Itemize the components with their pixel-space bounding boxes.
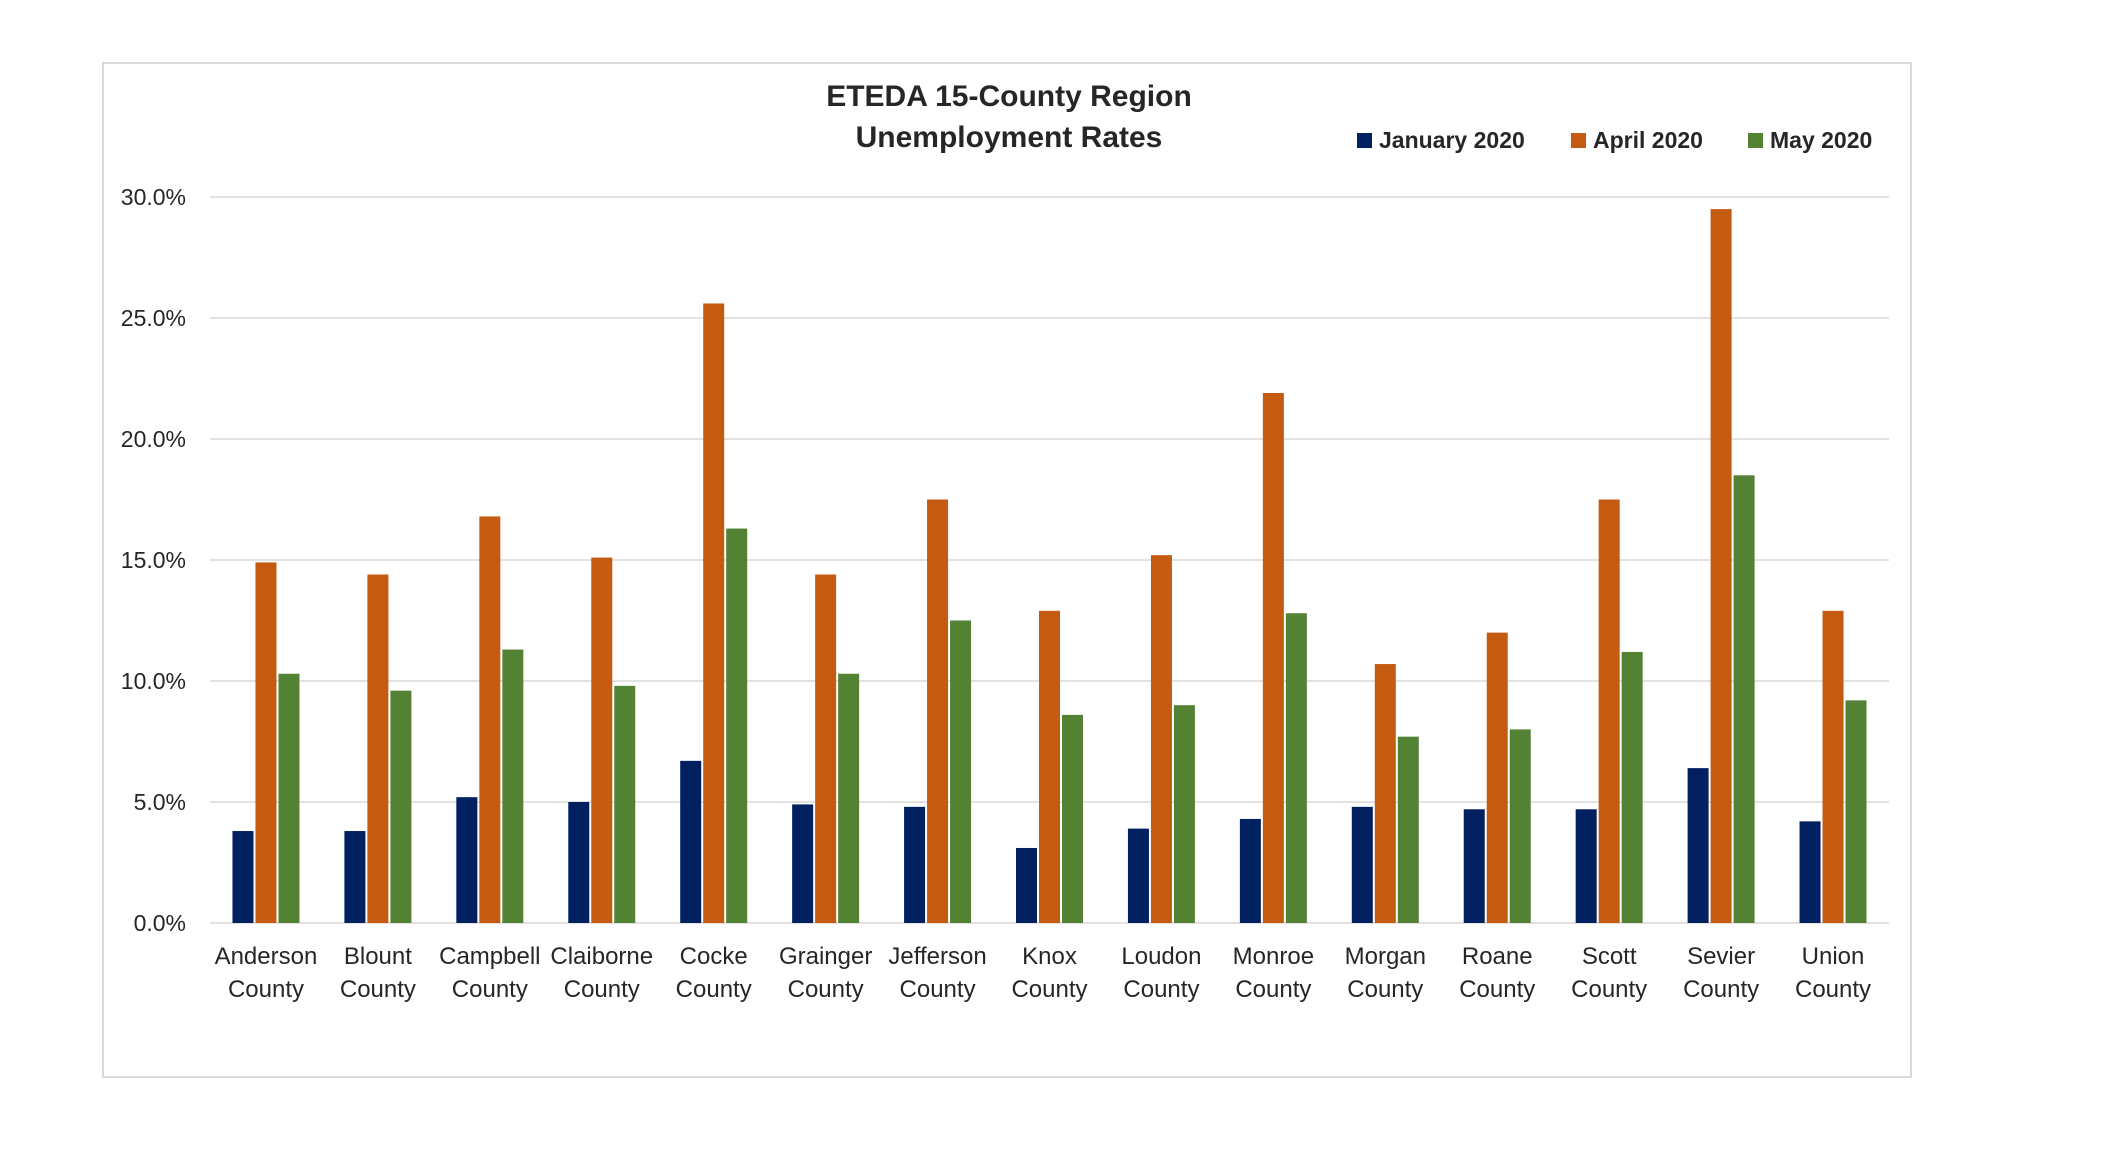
bar-series-3-cat-1 bbox=[278, 673, 300, 923]
category-label-9-line-1: Loudon bbox=[1121, 943, 1201, 970]
legend-swatch-3 bbox=[1748, 133, 1763, 148]
bar-series-1-cat-7 bbox=[904, 806, 926, 923]
category-label-11-line-2: County bbox=[1347, 976, 1423, 1003]
category-label-10-line-1: Monroe bbox=[1233, 943, 1314, 970]
bar-series-1-cat-3 bbox=[456, 797, 478, 923]
category-label-15-line-1: Union bbox=[1802, 943, 1865, 970]
bar-series-3-cat-10 bbox=[1285, 613, 1307, 923]
bars bbox=[232, 209, 1867, 924]
category-label-14-line-1: Sevier bbox=[1687, 943, 1755, 970]
chart-title-line-1: ETEDA 15-County Region bbox=[826, 80, 1192, 113]
legend-label-3: May 2020 bbox=[1770, 127, 1872, 153]
bar-series-2-cat-9 bbox=[1150, 555, 1172, 923]
category-label-1-line-2: County bbox=[228, 976, 304, 1003]
bar-series-1-cat-2 bbox=[344, 831, 366, 923]
x-axis-category-labels: Anderson County Blount County Campbell County… bbox=[215, 943, 1871, 1003]
bar-series-2-cat-7 bbox=[927, 499, 949, 923]
y-tick-label-3: 15.0% bbox=[121, 547, 186, 573]
bar-series-2-cat-1 bbox=[255, 562, 277, 923]
category-label-3-line-2: County bbox=[452, 976, 528, 1003]
y-tick-label-5: 25.0% bbox=[121, 305, 186, 331]
legend-label-2: April 2020 bbox=[1593, 127, 1703, 153]
category-label-12-line-2: County bbox=[1459, 976, 1535, 1003]
chart-title-line-2: Unemployment Rates bbox=[856, 121, 1163, 154]
bar-series-1-cat-15 bbox=[1799, 821, 1821, 923]
bar-series-3-cat-5 bbox=[726, 528, 748, 923]
category-label-12-line-1: Roane bbox=[1462, 943, 1533, 970]
category-label-6-line-1: Grainger bbox=[779, 943, 872, 970]
bar-series-1-cat-6 bbox=[792, 804, 814, 923]
y-tick-label-4: 20.0% bbox=[121, 426, 186, 452]
category-label-1-line-1: Anderson bbox=[215, 943, 318, 970]
bar-series-1-cat-1 bbox=[232, 831, 254, 923]
bar-series-1-cat-14 bbox=[1687, 768, 1709, 923]
legend-label-1: January 2020 bbox=[1379, 127, 1525, 153]
bar-series-2-cat-8 bbox=[1039, 610, 1060, 923]
bar-series-2-cat-14 bbox=[1710, 209, 1732, 924]
bar-series-1-cat-12 bbox=[1463, 809, 1485, 923]
bar-series-3-cat-4 bbox=[614, 685, 636, 923]
category-label-2-line-1: Blount bbox=[344, 943, 412, 970]
bar-series-1-cat-11 bbox=[1351, 806, 1373, 923]
bar-series-1-cat-9 bbox=[1127, 828, 1149, 923]
category-label-9-line-2: County bbox=[1123, 976, 1199, 1003]
category-label-5-line-2: County bbox=[676, 976, 752, 1003]
category-label-2-line-2: County bbox=[340, 976, 416, 1003]
y-tick-label-1: 5.0% bbox=[134, 789, 186, 815]
category-label-6-line-2: County bbox=[788, 976, 864, 1003]
category-label-14-line-2: County bbox=[1683, 976, 1759, 1003]
category-label-7-line-2: County bbox=[900, 976, 976, 1003]
bar-series-2-cat-12 bbox=[1486, 632, 1508, 923]
category-label-7-line-1: Jefferson bbox=[888, 943, 986, 970]
category-label-3-line-1: Campbell bbox=[439, 943, 540, 970]
bar-series-3-cat-7 bbox=[950, 620, 972, 923]
bar-series-2-cat-13 bbox=[1598, 499, 1620, 923]
bar-series-3-cat-11 bbox=[1397, 736, 1419, 923]
y-axis-tick-labels: 0.0% 5.0% 10.0% 15.0% 20.0% 25.0% 30.0% bbox=[121, 184, 186, 936]
bar-series-2-cat-15 bbox=[1822, 610, 1844, 923]
bar-series-1-cat-13 bbox=[1575, 809, 1597, 923]
category-label-13-line-1: Scott bbox=[1582, 943, 1637, 970]
bar-series-2-cat-6 bbox=[815, 574, 837, 923]
bar-series-2-cat-11 bbox=[1374, 664, 1396, 923]
bar-series-2-cat-2 bbox=[367, 574, 389, 923]
bar-series-1-cat-5 bbox=[680, 760, 702, 923]
bar-series-2-cat-10 bbox=[1262, 393, 1284, 923]
bar-series-3-cat-14 bbox=[1733, 475, 1755, 923]
bar-series-3-cat-6 bbox=[838, 673, 860, 923]
bar-series-2-cat-4 bbox=[591, 557, 613, 923]
bar-series-3-cat-13 bbox=[1621, 651, 1643, 923]
category-label-4-line-1: Claiborne bbox=[550, 943, 653, 970]
category-label-15-line-2: County bbox=[1795, 976, 1871, 1003]
category-label-11-line-1: Morgan bbox=[1345, 943, 1426, 970]
legend: January 2020 April 2020 May 2020 bbox=[1357, 127, 1872, 153]
bar-series-3-cat-2 bbox=[390, 690, 412, 923]
bar-series-1-cat-4 bbox=[568, 802, 590, 923]
bar-series-3-cat-3 bbox=[502, 649, 524, 923]
category-label-10-line-2: County bbox=[1235, 976, 1311, 1003]
bar-series-3-cat-9 bbox=[1173, 705, 1195, 923]
bar-series-2-cat-3 bbox=[479, 516, 501, 923]
chart-area: ETEDA 15-County Region Unemployment Rates… bbox=[102, 62, 1912, 1078]
bar-series-3-cat-15 bbox=[1845, 700, 1867, 923]
y-tick-label-6: 30.0% bbox=[121, 184, 186, 210]
chart-svg: ETEDA 15-County Region Unemployment Rates… bbox=[121, 80, 1889, 1003]
bar-series-1-cat-8 bbox=[1016, 847, 1037, 923]
bar-series-1-cat-10 bbox=[1239, 818, 1261, 923]
chart-title: ETEDA 15-County Region Unemployment Rates bbox=[826, 80, 1192, 154]
category-label-4-line-2: County bbox=[564, 976, 640, 1003]
bar-series-2-cat-5 bbox=[703, 303, 725, 923]
y-tick-label-2: 10.0% bbox=[121, 668, 186, 694]
category-label-8-line-1: Knox bbox=[1022, 943, 1077, 970]
bar-series-3-cat-12 bbox=[1509, 729, 1531, 923]
category-label-8-line-2: County bbox=[1011, 976, 1087, 1003]
category-label-5-line-1: Cocke bbox=[680, 943, 748, 970]
category-label-13-line-2: County bbox=[1571, 976, 1647, 1003]
bar-series-3-cat-8 bbox=[1062, 714, 1083, 923]
y-tick-label-0: 0.0% bbox=[134, 910, 186, 936]
legend-swatch-2 bbox=[1571, 133, 1586, 148]
legend-swatch-1 bbox=[1357, 133, 1372, 148]
